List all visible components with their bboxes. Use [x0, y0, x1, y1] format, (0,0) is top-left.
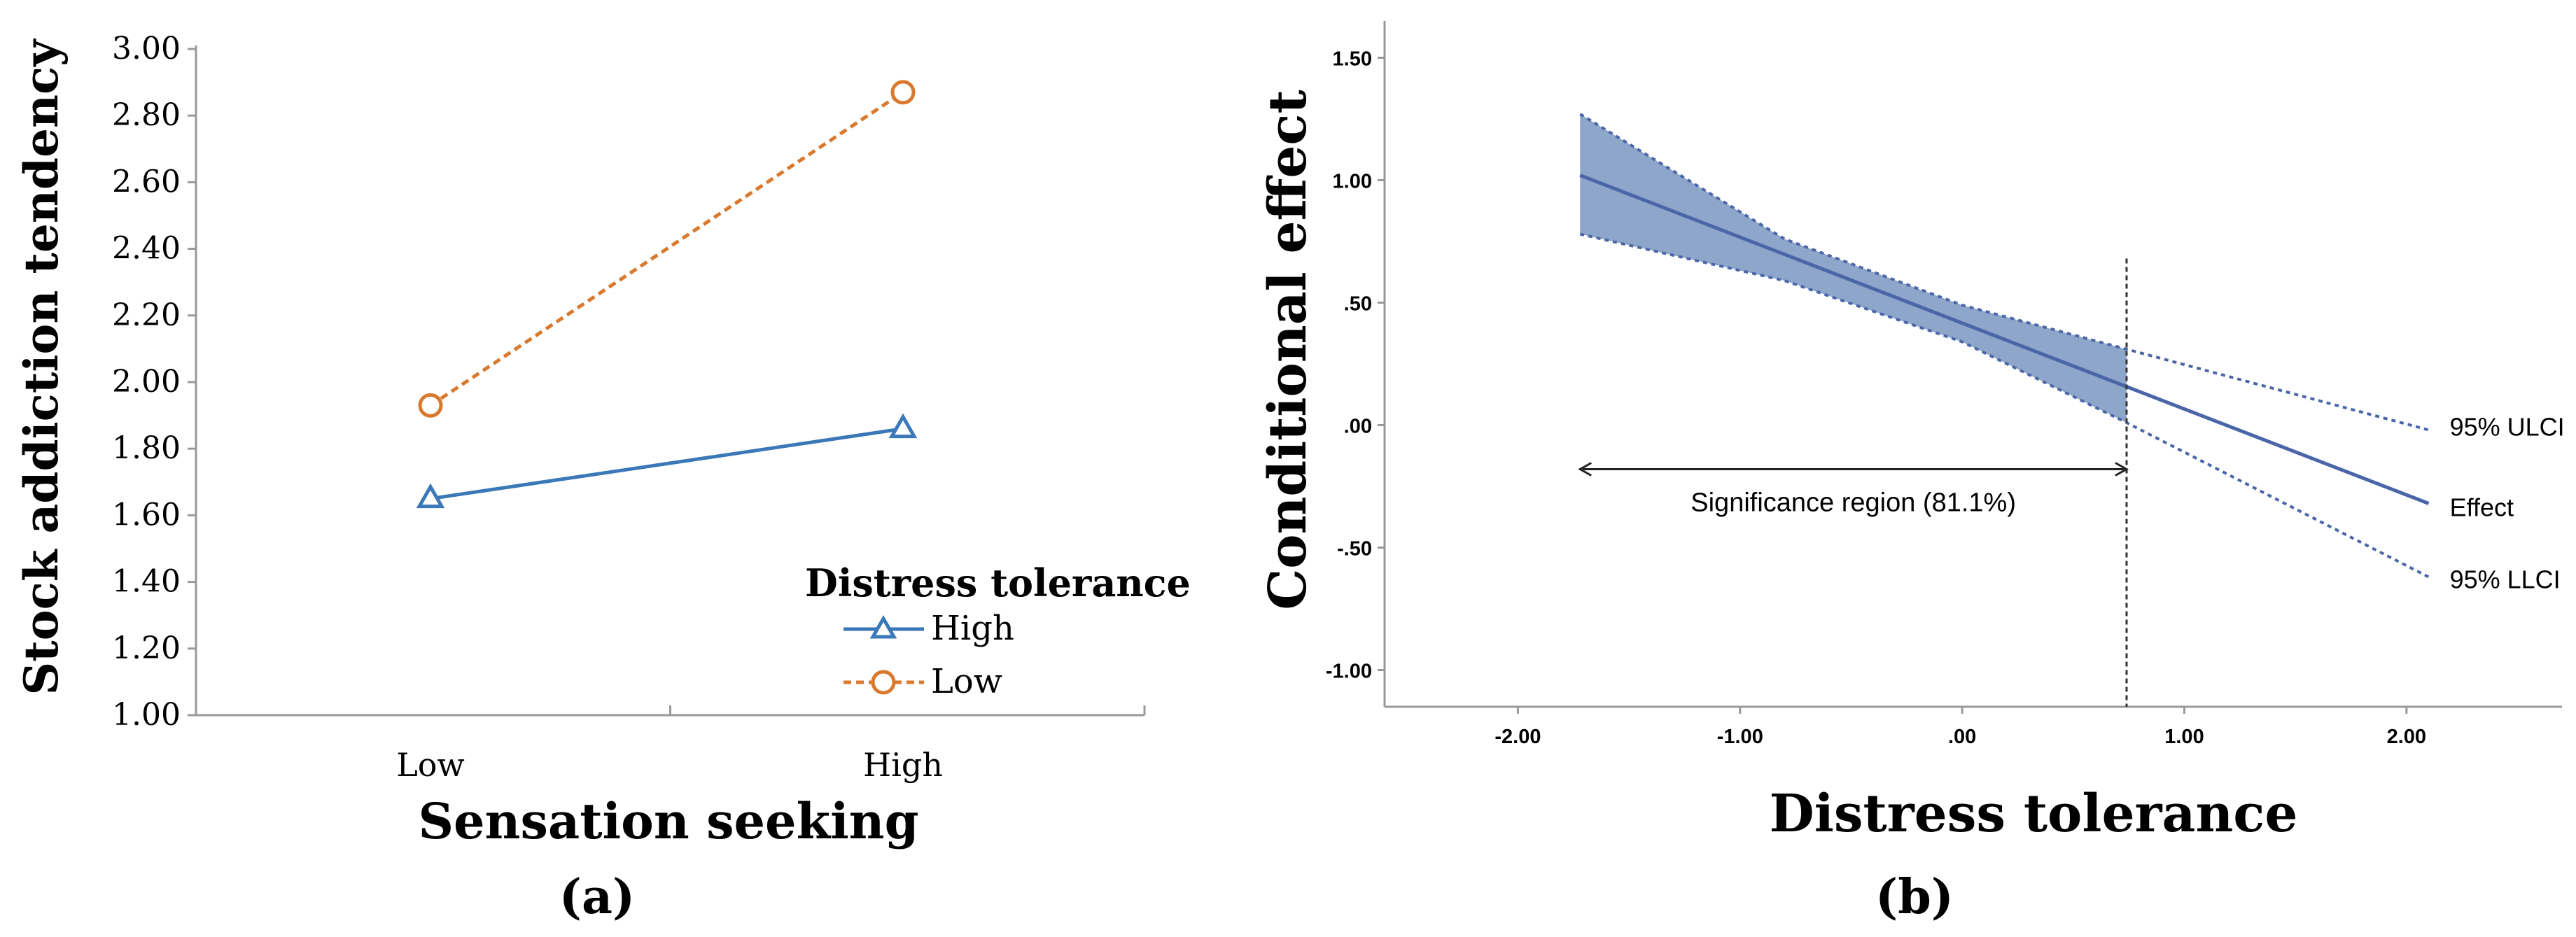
y-tick-label: 1.00 [112, 697, 181, 733]
data-point-high [416, 483, 445, 509]
x-tick-label: 2.00 [2387, 726, 2426, 748]
ulci-line [1579, 113, 2430, 432]
ulci-label: 95% ULCI [2450, 413, 2565, 442]
y-tick-label: 1.20 [112, 630, 181, 666]
confidence-band [1580, 114, 2127, 423]
x-tick-label: Low [396, 746, 465, 784]
effect-label: Effect [2450, 493, 2514, 522]
llci-label: 95% LLCI [2450, 565, 2561, 594]
significance-label: Significance region (81.1%) [1690, 488, 2016, 518]
legend-low-label: Low [931, 662, 1002, 701]
legend-high-marker [869, 614, 897, 639]
panel-b-x-axis-title: Distress tolerance [1770, 784, 2298, 844]
series-line-high [430, 427, 904, 501]
legend-high-label: High [931, 609, 1014, 648]
panel-b: -1.00 -.50 .00 .50 1.00 1.50 -2.00 -1.00 .00 1.00… [1258, 21, 2565, 925]
x-tick-label: -2.00 [1494, 726, 1541, 748]
y-tick-label: 2.80 [112, 97, 181, 133]
panel-a-legend: Distress tolerance High Low [805, 561, 1191, 701]
significance-arrow [1578, 462, 2129, 477]
llci-line [1579, 232, 2430, 579]
legend-title: Distress tolerance [805, 561, 1191, 605]
data-point-low [418, 393, 443, 418]
arrow-head-right [2115, 462, 2129, 477]
y-tick-label: 1.00 [1333, 171, 1372, 193]
panel-b-y-axis-title: Conditional effect [1258, 90, 1318, 610]
panel-a-label: (a) [559, 869, 635, 925]
panel-a-y-axis-title: Stock addiction tendency [14, 38, 69, 696]
x-tick-label: -1.00 [1717, 726, 1763, 748]
y-tick-label: 1.80 [112, 430, 181, 466]
y-tick-label: 3.00 [112, 31, 181, 66]
panel-a-x-axis-title: Sensation seeking [418, 792, 918, 850]
y-tick-label: 1.50 [1333, 48, 1372, 71]
y-tick-label: .50 [1344, 293, 1372, 316]
arrow-head-left [1578, 462, 1592, 477]
y-tick-label: 1.60 [112, 497, 181, 533]
x-tick-label: 1.00 [2164, 726, 2204, 748]
series-line-low [429, 90, 904, 407]
y-tick-label: .00 [1344, 416, 1372, 438]
y-tick-label: 2.20 [112, 297, 181, 333]
y-tick-label: 1.40 [112, 564, 181, 600]
y-tick-label: 2.40 [112, 231, 181, 267]
y-tick-label: -1.00 [1326, 661, 1372, 683]
x-tick-label: .00 [1948, 726, 1976, 748]
data-point-low [890, 80, 916, 105]
y-tick-label: -.50 [1337, 538, 1372, 561]
panel-a: 1.00 1.20 1.40 1.60 1.80 2.00 2.20 2.40 2.60 2.80… [14, 31, 1191, 925]
data-point-high [888, 413, 918, 439]
x-tick-label: High [863, 746, 943, 784]
y-tick-label: 2.60 [112, 164, 181, 199]
panel-b-label: (b) [1875, 869, 1954, 925]
legend-low-marker [871, 670, 896, 695]
effect-line [1579, 174, 2430, 505]
y-tick-label: 2.00 [112, 364, 181, 400]
